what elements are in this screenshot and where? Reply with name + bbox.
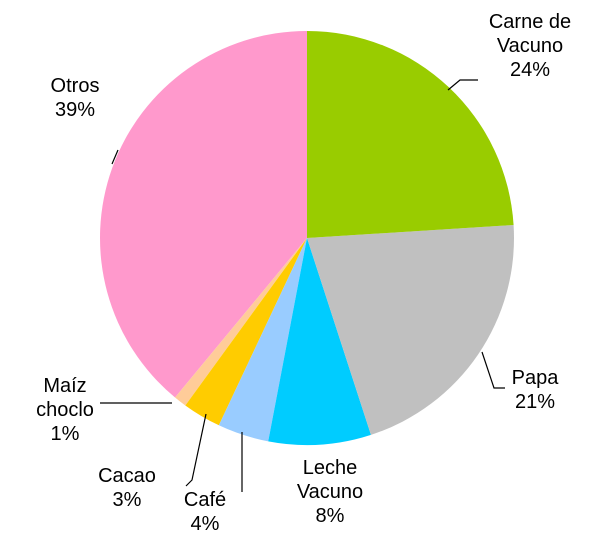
pie-slice (268, 238, 371, 446)
slice-label: Café 4% (170, 488, 240, 536)
pie-slice (185, 238, 307, 426)
value-label: 8% (315, 505, 345, 527)
slice-label: Leche Vacuno 8% (275, 456, 385, 528)
category-label: Café (183, 489, 227, 511)
leader-lines (100, 79, 505, 492)
category-label: Leche Vacuno (296, 457, 364, 503)
slice-label: Carne de Vacuno 24% (470, 10, 590, 82)
value-label: 3% (112, 489, 142, 511)
pie-slice (307, 31, 514, 238)
value-label: 21% (514, 391, 556, 413)
leader-line (447, 79, 478, 91)
leader-line (185, 413, 207, 487)
leader-line (111, 149, 119, 165)
category-label: Carne de Vacuno (488, 11, 572, 57)
category-label: Otros (50, 75, 100, 97)
pie-slice (99, 31, 307, 398)
value-label: 24% (509, 59, 551, 81)
pie-slice (218, 238, 307, 442)
pie-slice (175, 238, 307, 406)
category-label: Cacao (98, 465, 156, 487)
slice-label: Otros 39% (20, 74, 130, 122)
pie-slice (307, 225, 515, 435)
value-label: 1% (50, 423, 80, 445)
category-label: Maíz choclo (36, 375, 94, 421)
slice-label: Cacao 3% (82, 464, 172, 512)
value-label: 39% (54, 99, 96, 121)
slice-label: Papa 21% (495, 366, 575, 414)
category-label: Papa (511, 367, 559, 389)
slice-label: Maíz choclo 1% (20, 374, 110, 446)
value-label: 4% (190, 513, 220, 535)
leader-line (481, 351, 505, 389)
